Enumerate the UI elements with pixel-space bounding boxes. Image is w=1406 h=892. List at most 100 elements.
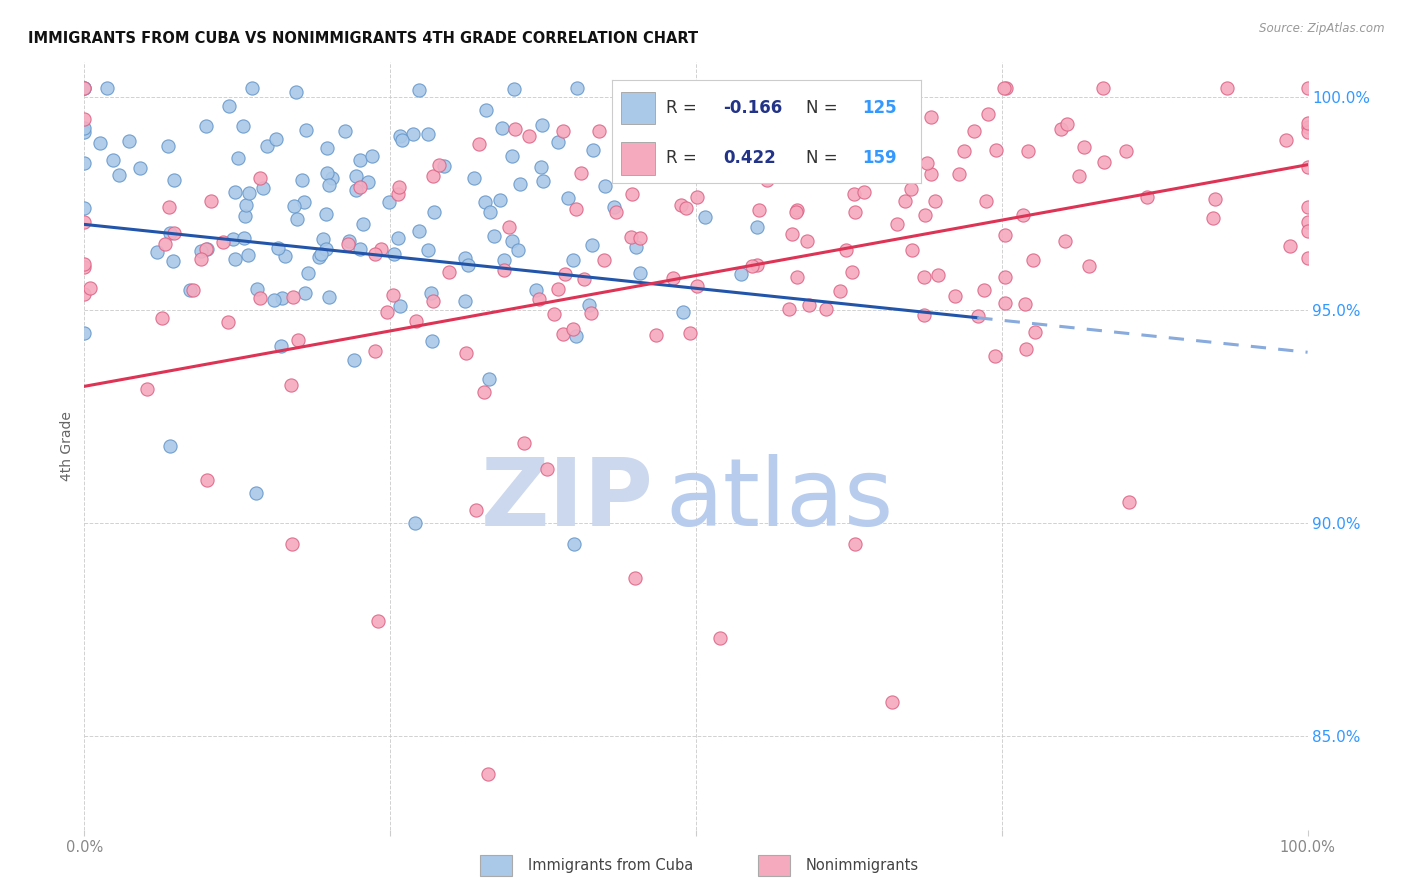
Point (505, 122, 527, 136)
Point (422, 334, 444, 348)
Point (1278, 239, 1301, 253)
Point (844, 537, 866, 551)
Point (89, 136, 111, 150)
Point (190, 244, 212, 259)
Point (232, 119, 254, 133)
Point (1296, 120, 1319, 134)
Point (318, 290, 340, 304)
Point (474, 103, 496, 117)
Point (830, 284, 852, 298)
Point (405, 314, 427, 328)
Point (418, 127, 440, 141)
Point (494, 252, 516, 267)
Point (617, 127, 640, 141)
Point (291, 173, 314, 187)
Point (804, 81, 827, 95)
Point (344, 183, 367, 197)
Point (562, 252, 585, 267)
Point (783, 134, 806, 148)
Point (454, 346, 477, 360)
Point (280, 378, 302, 392)
Point (270, 339, 292, 353)
Point (1056, 117, 1078, 131)
Point (308, 250, 330, 264)
Point (574, 271, 596, 285)
Point (315, 140, 337, 154)
Point (1115, 145, 1137, 159)
Point (73, 260, 96, 274)
Point (464, 503, 486, 517)
Text: R =: R = (666, 149, 702, 167)
Point (672, 304, 695, 318)
Point (73, 112, 96, 127)
Point (963, 124, 986, 138)
Point (977, 107, 1000, 121)
Point (150, 310, 173, 325)
Point (364, 247, 387, 261)
Point (494, 262, 516, 277)
Point (785, 205, 807, 219)
Point (679, 326, 702, 340)
Point (382, 288, 405, 302)
Text: 0.422: 0.422 (723, 149, 776, 167)
Point (294, 285, 316, 300)
Point (1073, 140, 1095, 154)
Point (73, 215, 96, 229)
Point (686, 279, 709, 293)
Point (162, 254, 184, 268)
Point (605, 205, 627, 219)
Point (1092, 155, 1115, 169)
Point (1017, 144, 1039, 158)
Point (163, 173, 186, 187)
Point (389, 129, 412, 144)
Point (1014, 297, 1036, 311)
Point (378, 194, 401, 209)
Point (404, 516, 426, 530)
Point (1216, 81, 1239, 95)
Point (73, 326, 96, 340)
Point (422, 294, 444, 309)
Point (263, 293, 285, 307)
Point (285, 85, 308, 99)
Point (551, 327, 574, 342)
Point (547, 135, 569, 149)
Point (321, 171, 343, 186)
Point (195, 242, 218, 256)
Point (159, 439, 181, 453)
Point (1296, 215, 1319, 229)
Point (252, 181, 274, 195)
Point (565, 202, 588, 217)
Point (645, 328, 668, 343)
Text: N =: N = (807, 99, 844, 117)
Point (686, 190, 709, 204)
Point (967, 309, 990, 323)
Point (267, 241, 290, 255)
Point (195, 120, 218, 134)
Point (513, 436, 536, 450)
Point (491, 121, 513, 136)
Point (472, 385, 495, 400)
Point (349, 242, 371, 256)
Point (569, 166, 592, 180)
Point (994, 227, 1017, 242)
Point (73, 256, 96, 270)
Point (224, 185, 246, 199)
Point (367, 614, 389, 628)
Point (256, 139, 278, 153)
Point (235, 198, 257, 212)
Point (745, 219, 768, 234)
Point (437, 265, 460, 279)
Point (835, 243, 858, 257)
Point (364, 343, 387, 358)
Point (270, 291, 292, 305)
Text: 159: 159 (862, 149, 897, 167)
Point (952, 144, 974, 158)
Point (312, 232, 335, 246)
Point (543, 307, 565, 321)
Point (283, 199, 305, 213)
Point (675, 202, 697, 216)
Point (796, 234, 818, 248)
Point (1296, 125, 1319, 139)
Point (741, 259, 763, 273)
Text: 125: 125 (862, 99, 897, 117)
